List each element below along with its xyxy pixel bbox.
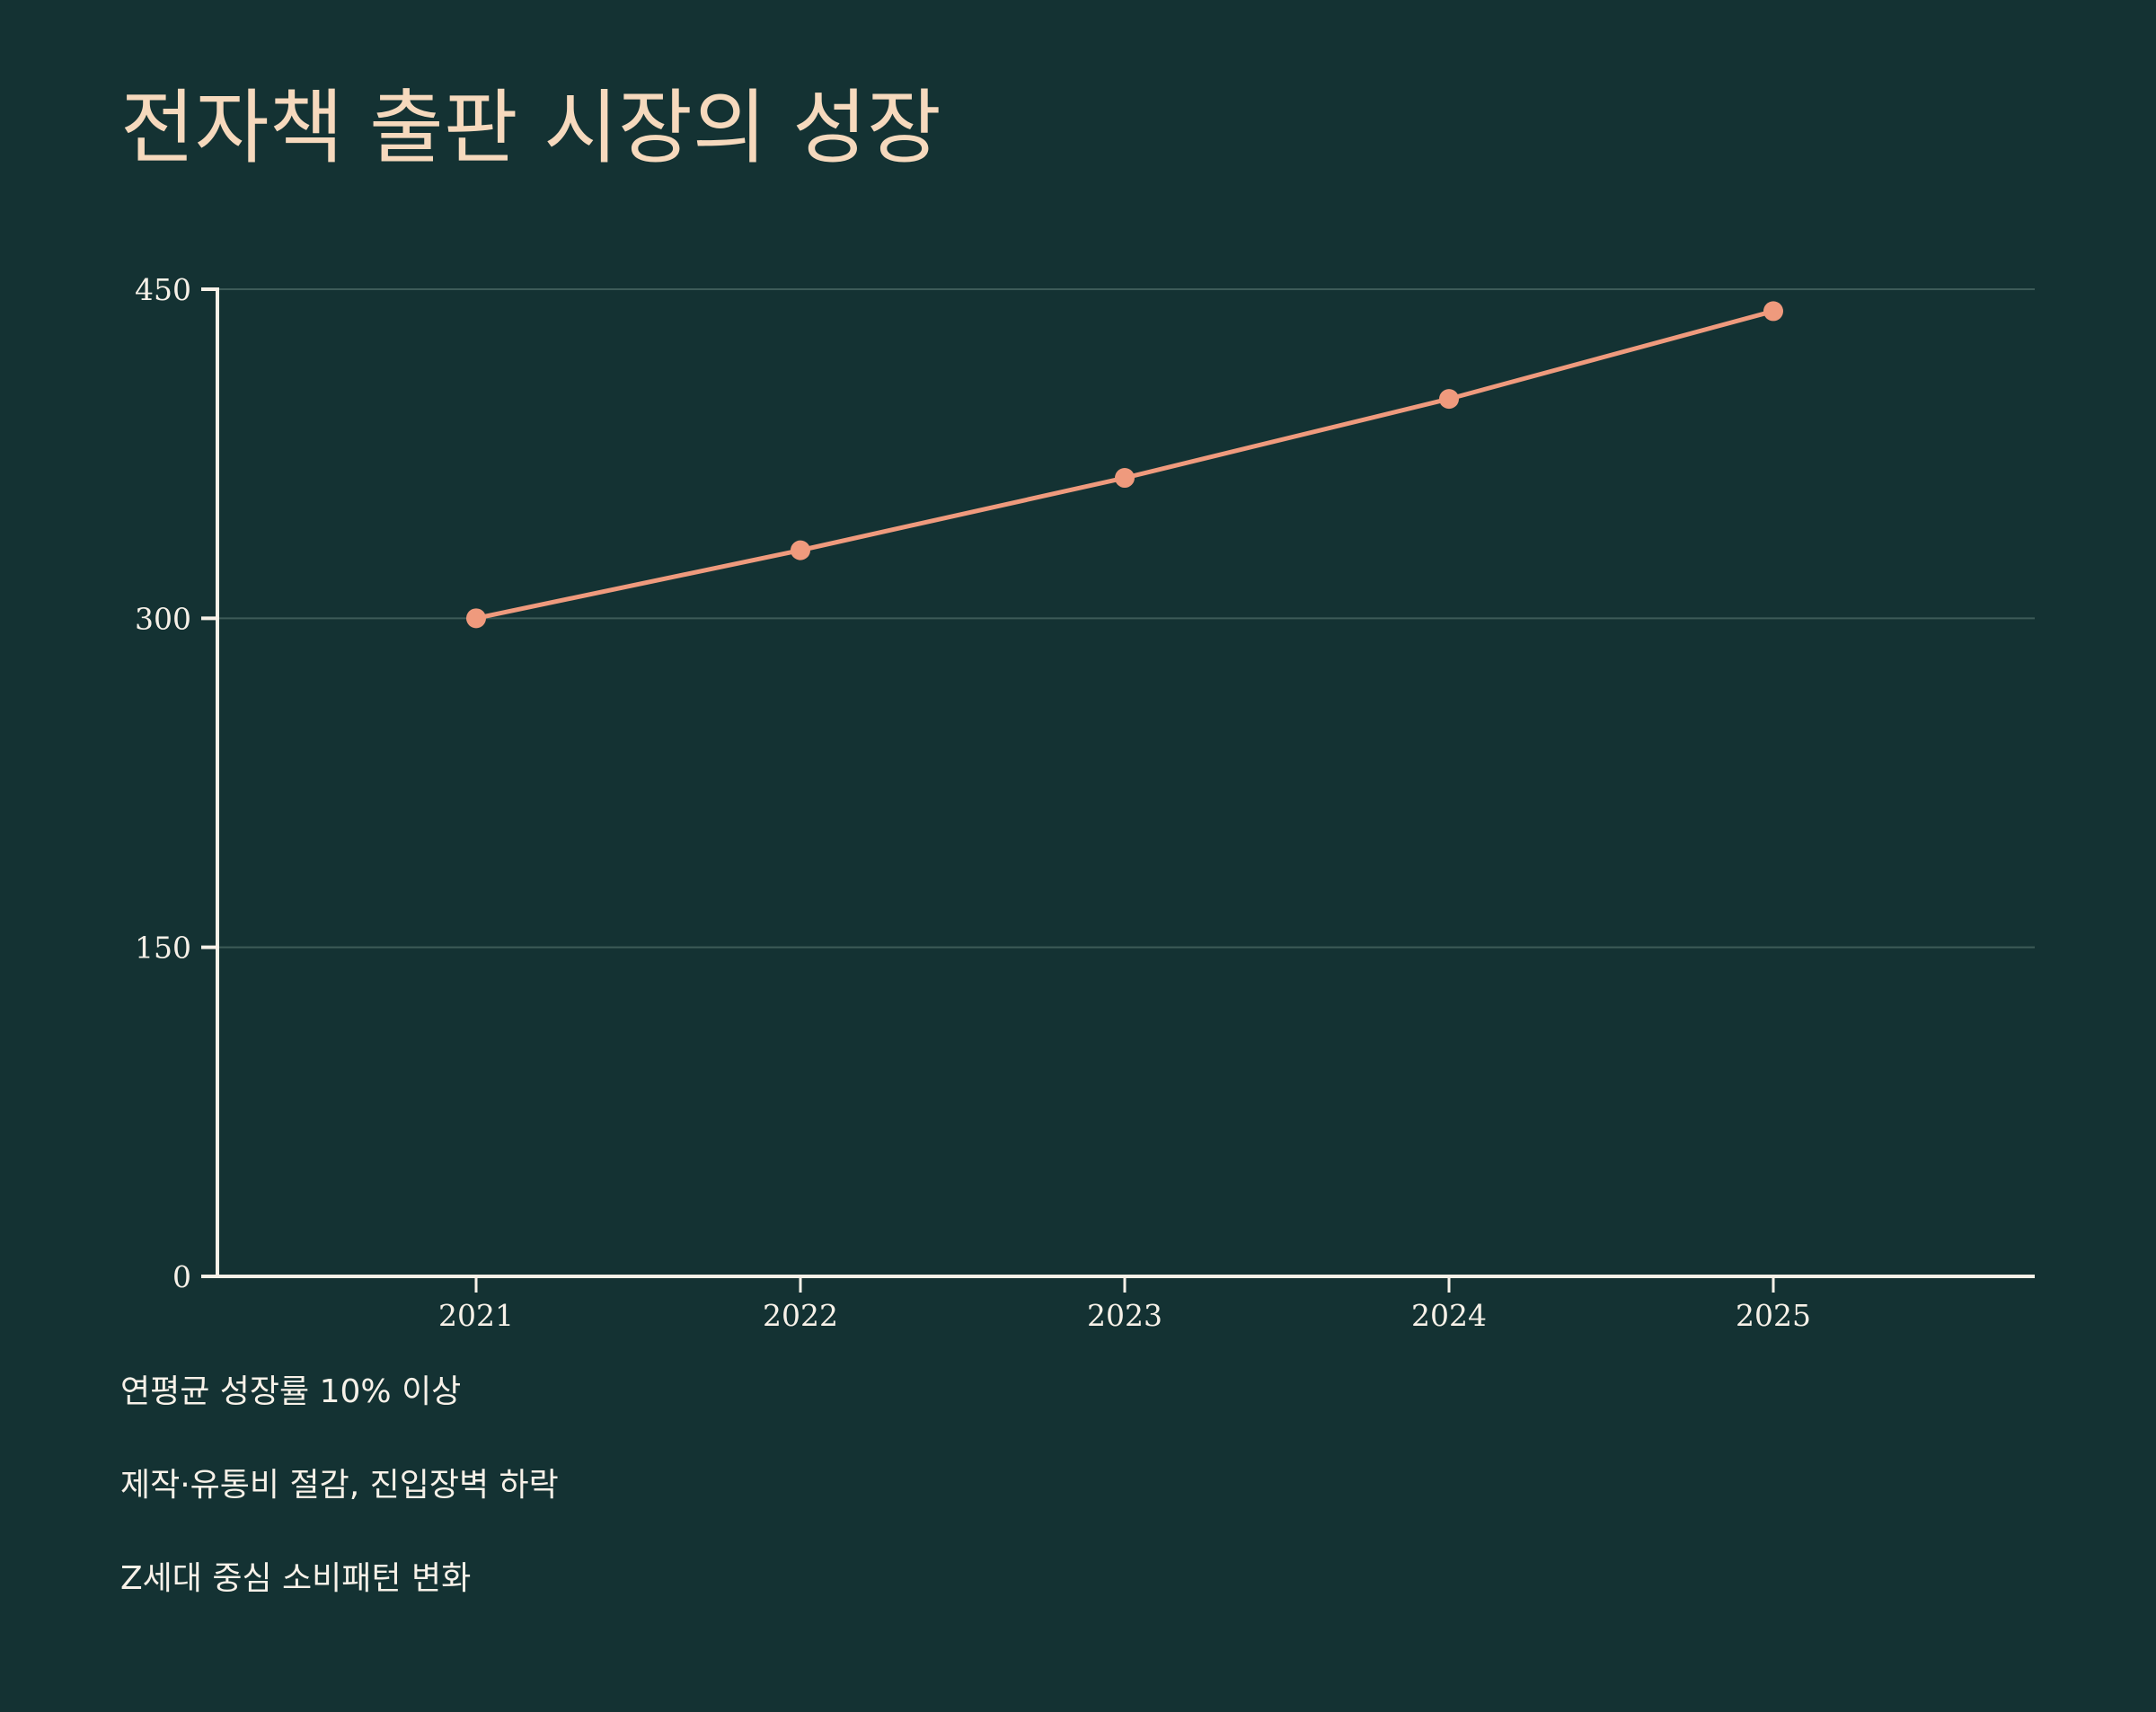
y-tick-label: 300: [135, 601, 191, 636]
data-point: [466, 608, 486, 629]
data-point: [791, 540, 810, 560]
notes-list: 연평균 성장률 10% 이상 제작·유통비 절감, 진입장벽 하락 Z세대 중심…: [120, 1376, 559, 1656]
series-line: [473, 308, 1776, 621]
series: [466, 301, 1783, 629]
note-item: Z세대 중심 소비패턴 변화: [120, 1560, 472, 1597]
axes: [201, 287, 2035, 1293]
x-tick-label: 2022: [763, 1298, 838, 1333]
y-tick-label: 150: [135, 931, 191, 966]
data-point: [1115, 468, 1135, 489]
y-tick-label: 450: [135, 272, 191, 307]
note-item: 연평균 성장률 10% 이상: [120, 1373, 462, 1410]
chart-title: 전자책 출판 시장의 성장: [120, 81, 941, 175]
data-point: [1439, 389, 1459, 410]
x-tick-label: 2025: [1736, 1298, 1811, 1333]
data-point: [1763, 301, 1783, 322]
x-tick-label: 2024: [1411, 1298, 1487, 1333]
gridlines: [217, 288, 2035, 949]
x-tick-label: 2021: [438, 1298, 514, 1333]
tick-labels: 0 150 300 450 2021 2022 2023 2024 2025: [135, 272, 1811, 1333]
y-tick-label: 0: [172, 1259, 191, 1294]
note-item: 제작·유통비 절감, 진입장벽 하락: [120, 1467, 559, 1504]
x-tick-label: 2023: [1087, 1298, 1162, 1333]
